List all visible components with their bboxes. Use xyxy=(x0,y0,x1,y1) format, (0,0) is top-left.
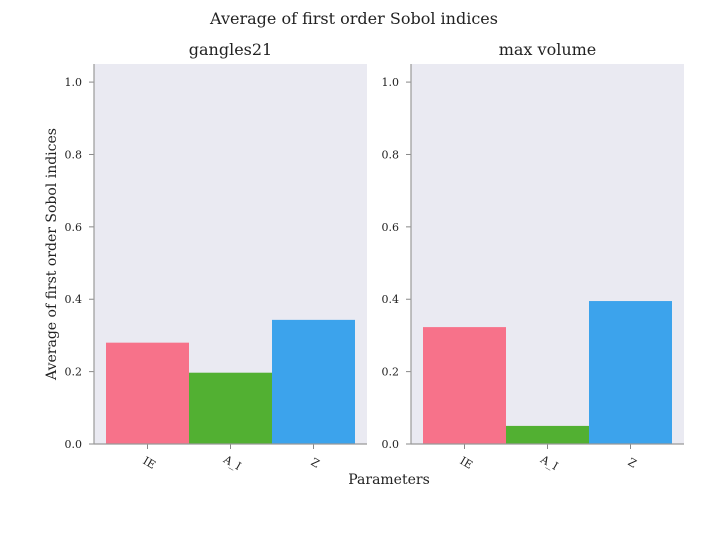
y-tick-label: 1.0 xyxy=(382,76,400,89)
y-tick-label: 0.4 xyxy=(382,293,400,306)
y-tick-label: 0.4 xyxy=(65,293,83,306)
bar xyxy=(589,301,672,444)
y-tick-label: 0.6 xyxy=(382,221,400,234)
y-tick-label: 0.8 xyxy=(382,148,400,161)
x-tick-label: Z xyxy=(626,455,639,470)
bar xyxy=(272,319,355,444)
bar xyxy=(106,342,189,444)
x-axis-label: Parameters xyxy=(348,472,430,488)
panel-title: max volume xyxy=(499,40,597,59)
y-tick-label: 1.0 xyxy=(65,76,83,89)
chart-panel: gangles21 IE A_I Z 0.0 0.2 0.4 0.6 0.8 1.0 xyxy=(65,40,367,473)
x-tick-label: A_I xyxy=(537,452,560,473)
y-tick-label: 0.2 xyxy=(382,366,400,379)
y-axis-label: Average of first order Sobol indices xyxy=(44,128,60,381)
bar xyxy=(423,327,506,444)
panel-title: gangles21 xyxy=(189,40,272,59)
y-tick-label: 0.8 xyxy=(65,148,83,161)
bar xyxy=(189,372,272,444)
y-tick-label: 0.6 xyxy=(65,221,83,234)
bar xyxy=(506,425,589,444)
x-tick-label: IE xyxy=(141,454,158,471)
y-tick-label: 0.0 xyxy=(382,438,400,451)
x-tick-label: Z xyxy=(309,455,322,470)
chart-suptitle: Average of first order Sobol indices xyxy=(209,9,498,28)
x-tick-label: IE xyxy=(458,454,475,471)
chart-panel: max volume IE A_I Z 0.0 0.2 0.4 0.6 0.8 1.0 xyxy=(382,40,684,473)
y-tick-label: 0.2 xyxy=(65,366,83,379)
y-tick-label: 0.0 xyxy=(65,438,83,451)
x-tick-label: A_I xyxy=(220,452,243,473)
